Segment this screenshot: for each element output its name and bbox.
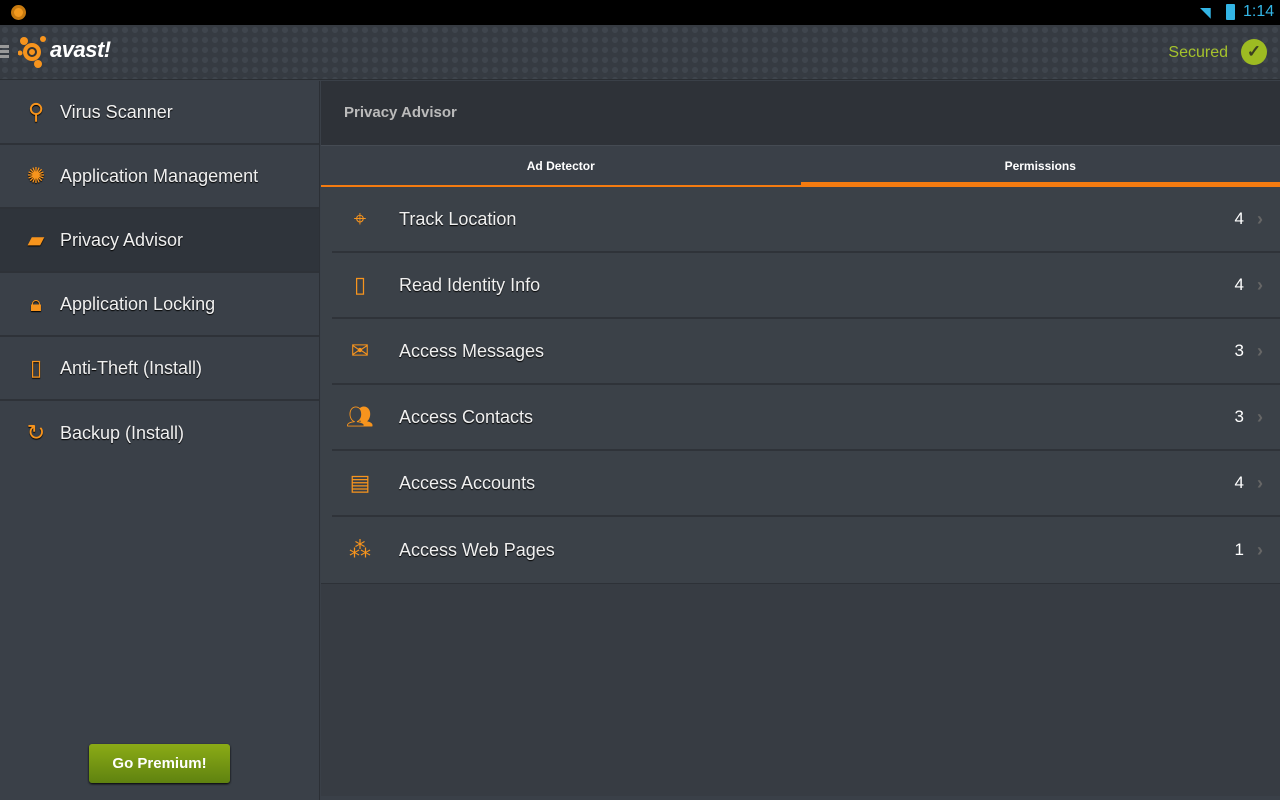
phone-icon: ▯ (353, 272, 367, 297)
sidebar-item-label: Application Locking (60, 293, 216, 314)
chevron-right-icon: › (1257, 539, 1263, 560)
sidebar-item-virus-scanner[interactable]: ⚲ Virus Scanner (0, 81, 319, 145)
check-icon: ✓ (1241, 39, 1267, 65)
tab-ad-detector[interactable]: Ad Detector (526, 159, 595, 173)
permission-label: Track Location (399, 208, 517, 229)
clock: 1:14 (1243, 3, 1275, 20)
crosshair-icon: ⌖ (353, 206, 367, 231)
chevron-right-icon: › (1257, 472, 1263, 493)
permission-count: 4 (1234, 275, 1244, 294)
permission-label: Access Web Pages (399, 539, 555, 560)
sidebar-item-application-management[interactable]: ✺ Application Management (0, 145, 319, 209)
permission-access-contacts[interactable]: 👥︎ Access Contacts 3 › (332, 385, 1280, 451)
chevron-right-icon: › (1257, 208, 1263, 229)
avast-notification-icon (11, 5, 26, 20)
app-management-icon: ✺ (26, 163, 46, 188)
sidebar-item-application-locking[interactable]: 🔒︎ Application Locking (0, 273, 319, 337)
battery-icon (1226, 4, 1235, 20)
contacts-icon: 👥︎ (346, 404, 374, 429)
wifi-icon: ◥ (1200, 4, 1211, 20)
permission-count: 3 (1234, 407, 1244, 426)
empty-area (321, 584, 1280, 796)
permission-label: Access Messages (399, 340, 545, 361)
avast-logo-text: avast! (50, 37, 111, 62)
virus-scanner-icon: ⚲ (27, 99, 45, 124)
go-premium-button[interactable]: Go Premium! (89, 744, 230, 783)
sidebar-item-label: Privacy Advisor (60, 229, 184, 250)
envelope-icon: ✉ (350, 338, 370, 363)
permission-count: 4 (1234, 473, 1244, 492)
permission-access-messages[interactable]: ✉ Access Messages 3 › (332, 319, 1280, 385)
permission-count: 3 (1234, 341, 1244, 360)
sidebar-item-label: Backup (Install) (60, 422, 185, 443)
main-panel: Privacy Advisor Ad Detector Permissions … (321, 81, 1280, 800)
chevron-right-icon: › (1257, 406, 1263, 427)
chevron-right-icon: › (1257, 274, 1263, 295)
status-bar: ◥ 1:14 (0, 0, 1280, 25)
app-header: avast! Secured ✓ (0, 25, 1280, 80)
backup-icon: ↻ (26, 420, 46, 445)
privacy-advisor-icon: ▰ (27, 227, 45, 252)
sidebar-item-label: Anti-Theft (Install) (60, 357, 203, 378)
sidebar: ⚲ Virus Scanner ✺ Application Management ▰… (0, 81, 320, 800)
permission-access-accounts[interactable]: ▤ Access Accounts 4 › (332, 451, 1280, 517)
permission-count: 4 (1234, 209, 1244, 228)
page-title: Privacy Advisor (321, 81, 1280, 145)
permissions-list: ⌖ Track Location 4 › ▯ Read Identity Info 4 › … (321, 187, 1280, 584)
sidebar-item-backup[interactable]: ↻ Backup (Install) (0, 401, 319, 465)
permission-label: Read Identity Info (399, 274, 541, 295)
sidebar-item-anti-theft[interactable]: ▯ Anti-Theft (Install) (0, 337, 319, 401)
permission-label: Access Accounts (399, 472, 536, 493)
menu-icon[interactable] (0, 45, 9, 60)
id-card-icon: ▤ (349, 470, 371, 495)
network-icon: ⁂ (349, 537, 371, 562)
avast-logo-icon[interactable] (18, 34, 52, 68)
permission-count: 1 (1234, 540, 1244, 559)
security-status: Secured (1168, 44, 1228, 61)
permission-track-location[interactable]: ⌖ Track Location 4 › (332, 187, 1280, 253)
chevron-right-icon: › (1257, 340, 1263, 361)
sidebar-item-label: Application Management (60, 165, 259, 186)
sidebar-item-privacy-advisor[interactable]: ▰ Privacy Advisor (0, 209, 319, 273)
permission-read-identity-info[interactable]: ▯ Read Identity Info 4 › (332, 253, 1280, 319)
sidebar-item-label: Virus Scanner (60, 101, 173, 122)
permission-access-web-pages[interactable]: ⁂ Access Web Pages 1 › (332, 517, 1280, 583)
anti-theft-icon: ▯ (29, 355, 43, 380)
lock-icon: 🔒︎ (30, 291, 42, 316)
permission-label: Access Contacts (399, 406, 534, 427)
tab-permissions[interactable]: Permissions (800, 146, 1280, 187)
tab-bar: Ad Detector Permissions (321, 145, 1280, 187)
